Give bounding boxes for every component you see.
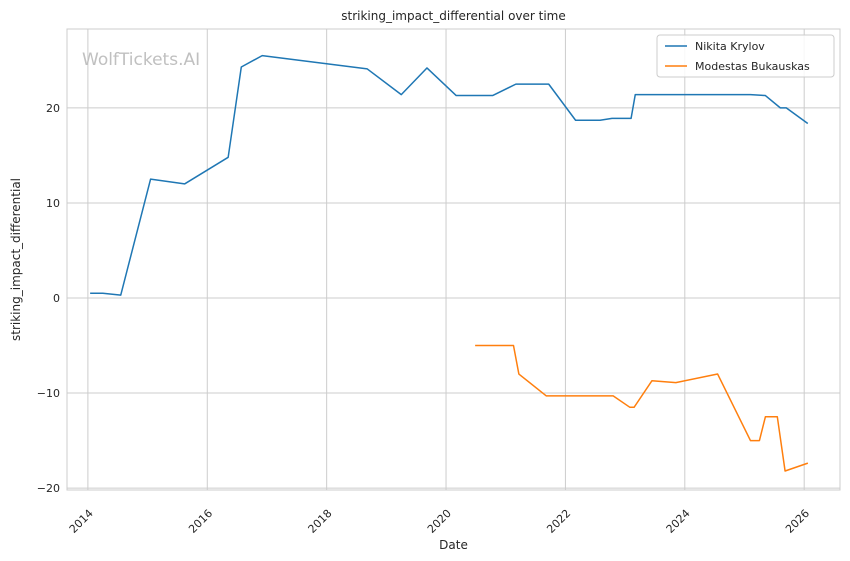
watermark: WolfTickets.AI [82, 50, 200, 70]
chart-title: striking_impact_differential over time [341, 9, 566, 23]
y-tick-label: −10 [37, 387, 60, 400]
legend-label-0: Nikita Krylov [695, 40, 765, 53]
legend: Nikita Krylov Modestas Bukauskas [656, 34, 835, 78]
series-layer [90, 54, 809, 472]
y-tick-label: 10 [46, 197, 60, 210]
legend-box [656, 34, 835, 78]
y-tick-label: −20 [37, 482, 60, 495]
y-tick-label: 0 [53, 292, 60, 305]
y-tick-label: 20 [46, 102, 60, 115]
y-tick-labels: −20 −10 0 10 20 [37, 102, 60, 495]
grid [67, 29, 840, 490]
legend-label-1: Modestas Bukauskas [695, 60, 810, 73]
x-axis-label: Date [439, 538, 468, 552]
series-line-0 [90, 54, 809, 296]
plot-frame [66, 28, 841, 491]
y-axis-label: striking_impact_differential [9, 178, 23, 341]
series-line-1 [475, 344, 809, 472]
